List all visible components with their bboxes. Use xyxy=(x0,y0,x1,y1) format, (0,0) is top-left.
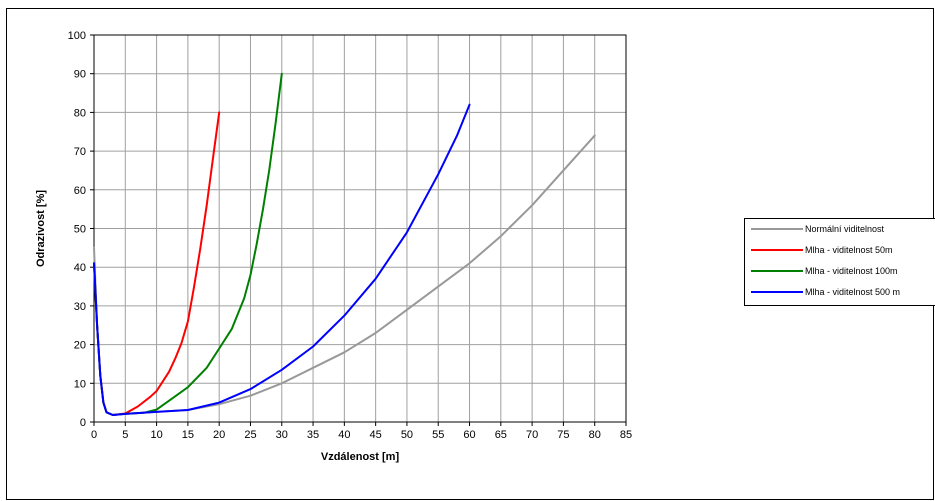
legend-item: Normální viditelnost xyxy=(751,220,884,238)
y-tick-label: 0 xyxy=(80,417,86,429)
y-tick-label: 20 xyxy=(74,340,86,352)
x-tick-label: 35 xyxy=(307,429,319,441)
x-tick-label: 5 xyxy=(122,429,128,441)
y-tick-label: 70 xyxy=(74,146,86,158)
axis-ticks: 0 5 10 15 20 25 30 35 40 45 50 55 60 65 70 75 80 85 0 10 20 3… xyxy=(68,30,632,441)
x-tick-label: 50 xyxy=(401,429,413,441)
x-tick-label: 40 xyxy=(338,429,350,441)
x-tick-label: 15 xyxy=(182,429,194,441)
legend-swatch xyxy=(751,249,803,251)
x-tick-label: 45 xyxy=(370,429,382,441)
legend-item: Mlha - viditelnost 50m xyxy=(751,241,893,259)
y-tick-label: 40 xyxy=(74,262,86,274)
x-tick-label: 25 xyxy=(244,429,256,441)
legend-item: Mlha - viditelnost 100m xyxy=(751,262,898,280)
x-tick-label: 85 xyxy=(620,429,632,441)
x-tick-label: 0 xyxy=(91,429,97,441)
legend-swatch xyxy=(751,291,803,293)
x-tick-label: 10 xyxy=(150,429,162,441)
x-tick-label: 55 xyxy=(432,429,444,441)
legend-label: Mlha - viditelnost 50m xyxy=(805,245,893,255)
legend-label: Mlha - viditelnost 500 m xyxy=(805,287,901,297)
x-tick-label: 75 xyxy=(557,429,569,441)
x-tick-label: 65 xyxy=(495,429,507,441)
x-tick-label: 20 xyxy=(213,429,225,441)
y-tick-label: 100 xyxy=(68,30,86,42)
x-tick-label: 70 xyxy=(526,429,538,441)
chart-canvas: 0 5 10 15 20 25 30 35 40 45 50 55 60 65 70 75 80 85 0 10 20 3… xyxy=(35,30,632,463)
series-line-3 xyxy=(93,103,471,416)
legend-label: Mlha - viditelnost 100m xyxy=(805,266,898,276)
chart-frame: 0 5 10 15 20 25 30 35 40 45 50 55 60 65 70 75 80 85 0 10 20 3… xyxy=(6,8,935,500)
y-tick-label: 50 xyxy=(74,224,86,236)
x-axis-label: Vzdálenost [m] xyxy=(321,451,400,463)
y-tick-label: 80 xyxy=(74,107,86,119)
legend-swatch xyxy=(751,270,803,272)
x-tick-label: 30 xyxy=(276,429,288,441)
y-tick-label: 10 xyxy=(74,378,86,390)
legend-item: Mlha - viditelnost 500 m xyxy=(751,283,900,301)
grid-lines xyxy=(93,34,627,423)
x-tick-label: 60 xyxy=(463,429,475,441)
legend: Normální viditelnost Mlha - viditelnost … xyxy=(744,218,935,306)
y-tick-label: 60 xyxy=(74,185,86,197)
legend-label: Normální viditelnost xyxy=(805,224,885,234)
y-axis-label: Odrazivost [%] xyxy=(35,190,47,267)
legend-swatch xyxy=(751,228,803,230)
x-tick-label: 80 xyxy=(589,429,601,441)
y-tick-label: 30 xyxy=(74,301,86,313)
series-lines xyxy=(93,72,596,416)
y-tick-label: 90 xyxy=(74,69,86,81)
